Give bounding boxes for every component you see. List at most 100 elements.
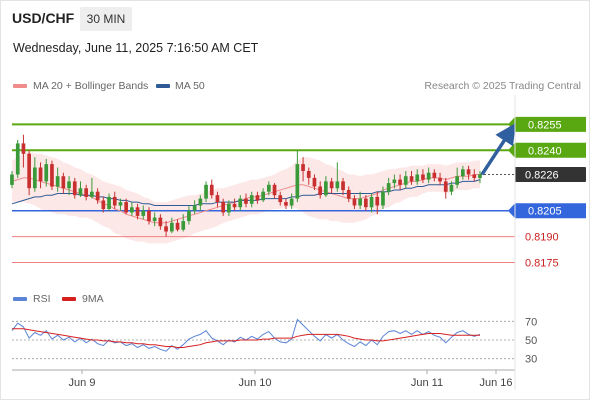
candle-body	[15, 143, 20, 175]
candle	[329, 177, 334, 194]
candle-body	[141, 210, 146, 216]
rsi-ma9-line	[12, 328, 480, 348]
candle-body	[278, 195, 283, 203]
candle-body	[301, 164, 305, 171]
resistance-tag	[508, 116, 586, 132]
candle	[33, 157, 37, 192]
candle-body	[289, 198, 294, 206]
candle-body	[244, 198, 248, 204]
candle	[443, 177, 448, 199]
candle-body	[181, 221, 186, 230]
candle-body	[84, 188, 88, 197]
candle	[78, 181, 83, 197]
candle-body	[27, 153, 31, 189]
candle-body	[55, 176, 60, 187]
candle-body	[44, 164, 49, 182]
candle-body	[403, 176, 408, 185]
candle-body	[375, 196, 380, 206]
candle	[204, 181, 208, 203]
ma20-legend-label: MA 20 + Bollinger Bands	[33, 80, 149, 92]
candle-body	[409, 176, 414, 182]
candle	[409, 171, 414, 185]
candle-body	[255, 195, 260, 201]
candle-body	[318, 186, 322, 196]
candle	[221, 198, 225, 216]
candle-body	[221, 202, 225, 213]
support-label: 0.8190	[525, 232, 559, 244]
timeframe-button[interactable]: 30 MIN	[80, 7, 132, 31]
candle	[101, 196, 106, 213]
candle-body	[466, 169, 471, 175]
candle	[335, 162, 340, 192]
candle	[152, 212, 157, 227]
candle-body	[158, 217, 163, 227]
candle-body	[61, 176, 66, 189]
candle	[95, 188, 100, 204]
candle	[112, 191, 117, 209]
candle-body	[272, 184, 277, 196]
candle	[312, 174, 317, 190]
time-tick-label: Jun 11	[411, 377, 443, 389]
last-price-tag	[515, 166, 586, 182]
candle-body	[249, 195, 254, 204]
candle-body	[38, 167, 43, 182]
candle-body	[215, 195, 220, 203]
rsi-tick-label: 50	[525, 335, 537, 347]
support-label: 0.8175	[525, 258, 559, 270]
ma9-legend-swatch	[62, 297, 76, 301]
candle	[261, 188, 265, 203]
candle	[455, 167, 459, 189]
candle-body	[421, 174, 425, 180]
candle	[398, 174, 402, 190]
candle-body	[352, 198, 357, 206]
resistance-tag	[508, 142, 586, 158]
candle	[386, 177, 391, 196]
ma50-legend-label: MA 50	[175, 80, 205, 92]
candle-body	[147, 210, 151, 222]
candle-body	[461, 169, 465, 177]
candle-body	[398, 179, 402, 185]
candle	[346, 186, 351, 203]
candle	[67, 176, 71, 196]
candle-body	[455, 176, 459, 185]
candle-body	[187, 210, 191, 222]
candle	[124, 198, 128, 215]
candle-body	[267, 184, 271, 192]
candle	[118, 198, 123, 211]
time-tick-label: Jun 16	[479, 377, 512, 389]
candle-body	[472, 174, 477, 178]
candle-body	[33, 167, 37, 189]
candle	[232, 198, 237, 211]
candle	[324, 176, 328, 197]
candle	[284, 198, 288, 209]
candle-body	[381, 191, 385, 206]
forecast-arrow	[480, 123, 516, 176]
candle-body	[358, 198, 362, 206]
candle	[403, 171, 408, 189]
candle-body	[175, 222, 180, 230]
candle	[478, 171, 482, 184]
candle	[84, 184, 88, 201]
candle	[466, 165, 471, 180]
candle	[249, 191, 254, 208]
rsi-legend-label: RSI	[33, 293, 51, 305]
symbol-title: USD/CHF	[12, 10, 75, 26]
rsi-tick-label: 70	[525, 316, 537, 328]
resistance-label: 0.8240	[528, 145, 562, 157]
candle-body	[67, 181, 71, 189]
candle	[55, 167, 60, 192]
candle	[227, 200, 231, 216]
candle	[90, 177, 94, 199]
candle-body	[478, 174, 482, 178]
candle-body	[112, 196, 117, 206]
candle	[192, 200, 197, 215]
candle	[21, 134, 26, 168]
candle-body	[192, 205, 197, 211]
candle	[72, 177, 77, 199]
candle	[289, 193, 294, 209]
candle	[358, 191, 362, 209]
candle	[426, 167, 431, 184]
candle-body	[101, 200, 106, 209]
ma50-legend-swatch	[156, 84, 170, 88]
candle-body	[21, 143, 26, 154]
